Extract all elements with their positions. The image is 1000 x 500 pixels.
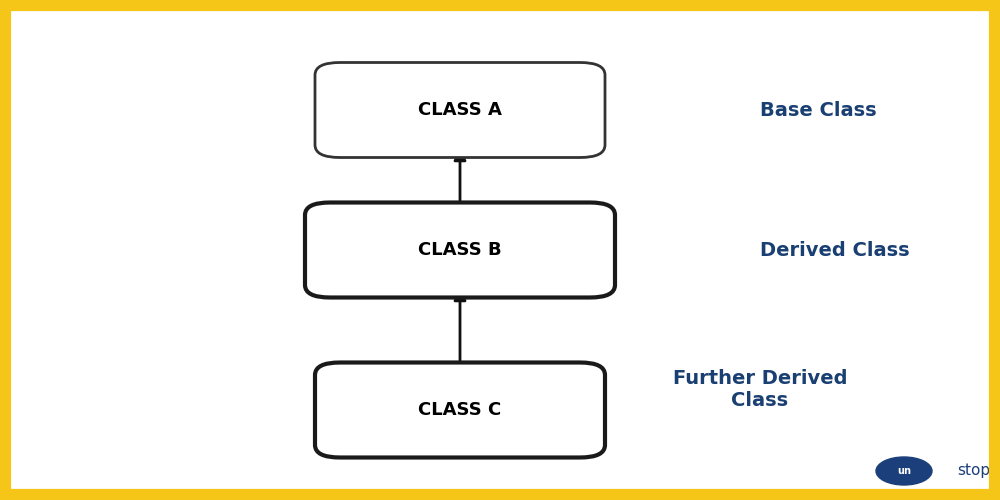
Text: un: un [897,466,911,476]
Circle shape [876,457,932,485]
Text: CLASS B: CLASS B [418,241,502,259]
FancyBboxPatch shape [315,362,605,458]
Text: Further Derived
Class: Further Derived Class [673,370,847,410]
Text: Base Class: Base Class [760,100,877,119]
FancyBboxPatch shape [315,62,605,158]
Text: stop: stop [957,464,990,478]
Text: CLASS A: CLASS A [418,101,502,119]
FancyBboxPatch shape [305,202,615,298]
Text: CLASS C: CLASS C [418,401,502,419]
Text: Derived Class: Derived Class [760,240,910,260]
